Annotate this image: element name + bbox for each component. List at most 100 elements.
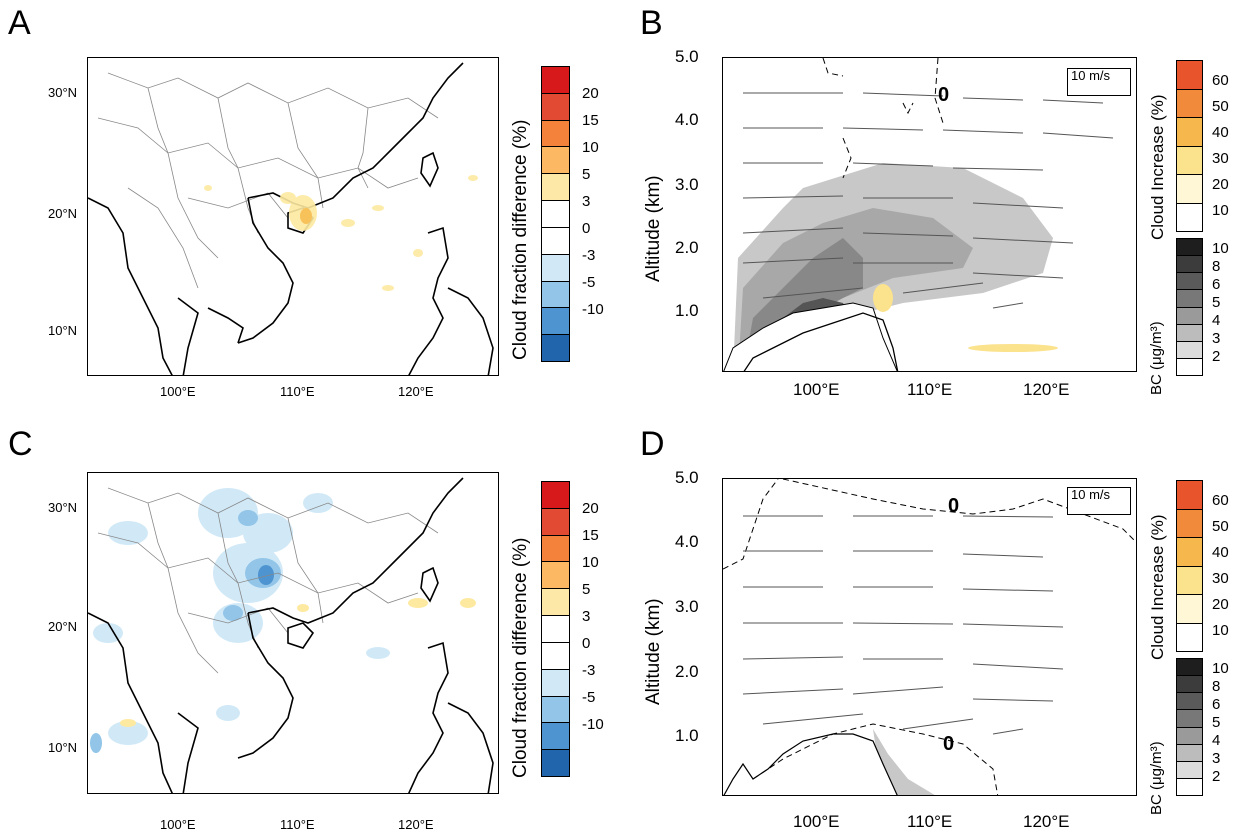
cloud-tick-b: 30	[1212, 150, 1229, 167]
cbar-a-tick: 15	[582, 112, 599, 129]
bc-tick-b: 6	[1212, 276, 1221, 293]
panel-label-a: A	[8, 4, 31, 42]
x-tick-d: 110°E	[907, 812, 953, 831]
colorbar-label-a: Cloud fraction difference (%)	[510, 119, 531, 360]
cloud-tick-d: 40	[1212, 544, 1229, 561]
bc-tick-b: 8	[1212, 258, 1221, 275]
cloud-tick-d: 50	[1212, 518, 1229, 535]
cbar-c-tick: 3	[582, 608, 591, 625]
map-a-svg	[88, 62, 494, 375]
bc-tick-b: 4	[1212, 312, 1221, 329]
cloud-tick-b: 20	[1212, 176, 1229, 193]
y-tick-b: 2.0	[675, 238, 699, 257]
cbar-a-tick: -10	[582, 301, 604, 318]
cbar-c-tick: 15	[582, 527, 599, 544]
y-tick-b: 1.0	[675, 301, 699, 320]
colorbar-c	[541, 481, 570, 777]
bc-colorbar-b	[1176, 238, 1203, 376]
cloud-tick-d: 20	[1212, 596, 1229, 613]
bc-tick-b: 2	[1212, 348, 1221, 365]
contour-zero-label-b: 0	[938, 84, 950, 106]
y-tick-b: 5.0	[675, 47, 699, 66]
x-tick-b: 100°E	[793, 380, 840, 399]
y-tick-d: 1.0	[675, 726, 699, 745]
vector-reference-box-b	[1067, 68, 1131, 96]
lon-tick-110: 110°E	[280, 817, 315, 832]
cross-section-d	[722, 478, 1137, 796]
x-tick-b: 110°E	[907, 380, 953, 399]
y-tick-d: 3.0	[675, 597, 699, 616]
y-tick-d: 5.0	[675, 468, 699, 487]
bc-tick-d: 6	[1212, 696, 1221, 713]
contour-zero-label-d-lower: 0	[943, 733, 955, 755]
bc-tick-b: 3	[1212, 330, 1221, 347]
bc-tick-b: 5	[1212, 294, 1221, 311]
cloud-colorbar-b	[1176, 60, 1203, 232]
colorbar-label-c: Cloud fraction difference (%)	[510, 537, 531, 778]
panel-label-d: D	[640, 425, 665, 463]
y-tick-b: 3.0	[675, 175, 699, 194]
bc-tick-d: 5	[1212, 714, 1221, 731]
cloud-tick-d: 10	[1212, 622, 1229, 639]
cross-section-d-svg	[723, 479, 1136, 795]
cloud-tick-d: 60	[1212, 492, 1229, 509]
x-tick-d: 120°E	[1023, 812, 1070, 831]
cbar-a-tick: 3	[582, 193, 591, 210]
cbar-c-tick: 0	[582, 635, 591, 652]
cloud-colorbar-label-b: Cloud Increase (%)	[1148, 94, 1167, 240]
cloud-tick-b: 50	[1212, 98, 1229, 115]
lon-tick-100: 100°E	[160, 384, 196, 399]
lat-tick-20: 20°N	[48, 619, 78, 634]
cbar-a-tick: 0	[582, 220, 591, 237]
cloud-colorbar-label-d: Cloud Increase (%)	[1148, 514, 1167, 660]
cbar-a-tick: 20	[582, 85, 599, 102]
lat-tick-30: 30°N	[48, 85, 78, 100]
cbar-c-tick: -5	[582, 689, 596, 706]
cbar-c-tick: 5	[582, 581, 591, 598]
y-axis-label-d: Altitude (km)	[643, 598, 664, 705]
cbar-c-tick: 10	[582, 554, 599, 571]
cloud-tick-b: 40	[1212, 124, 1229, 141]
bc-colorbar-label-d: BC (μg/m³)	[1148, 741, 1165, 815]
cloud-tick-d: 30	[1212, 570, 1229, 587]
lat-tick-10: 10°N	[48, 323, 78, 338]
lat-tick-30: 30°N	[48, 500, 78, 515]
cbar-c-tick: -3	[582, 662, 596, 679]
cloud-tick-b: 10	[1212, 202, 1229, 219]
y-tick-d: 2.0	[675, 662, 699, 681]
colorbar-a	[541, 66, 570, 362]
bc-colorbar-d	[1176, 658, 1203, 796]
lon-tick-120: 120°E	[398, 817, 434, 832]
cbar-c-tick: -10	[582, 716, 604, 733]
map-c	[87, 472, 499, 794]
contour-zero-label-d-upper: 0	[948, 495, 960, 517]
vector-reference-b: 10 m/s	[1071, 68, 1111, 83]
lat-tick-10: 10°N	[48, 740, 78, 755]
lon-tick-120: 120°E	[398, 384, 434, 399]
cbar-a-tick: 5	[582, 166, 591, 183]
cross-section-b-svg	[723, 58, 1114, 371]
cross-section-b	[722, 57, 1137, 372]
cbar-c-tick: 20	[582, 500, 599, 517]
lon-tick-100: 100°E	[160, 817, 196, 832]
cloud-tick-b: 60	[1212, 72, 1229, 89]
cbar-a-tick: 10	[582, 139, 599, 156]
lat-tick-20: 20°N	[48, 206, 78, 221]
map-a	[87, 57, 499, 376]
bc-tick-d: 2	[1212, 768, 1221, 785]
y-axis-label-b: Altitude (km)	[643, 175, 664, 282]
map-c-svg	[88, 477, 494, 793]
lon-tick-110: 110°E	[280, 384, 315, 399]
bc-tick-d: 10	[1212, 660, 1229, 677]
y-tick-d: 4.0	[675, 532, 699, 551]
x-tick-b: 120°E	[1023, 380, 1070, 399]
vector-reference-d: 10 m/s	[1071, 487, 1111, 502]
panel-label-b: B	[640, 4, 663, 42]
cloud-colorbar-d	[1176, 480, 1203, 652]
bc-colorbar-label-b: BC (μg/m³)	[1148, 321, 1165, 395]
bc-tick-d: 4	[1212, 732, 1221, 749]
cbar-a-tick: -3	[582, 247, 596, 264]
y-tick-b: 4.0	[675, 110, 699, 129]
panel-label-c: C	[8, 425, 33, 463]
cbar-a-tick: -5	[582, 274, 596, 291]
